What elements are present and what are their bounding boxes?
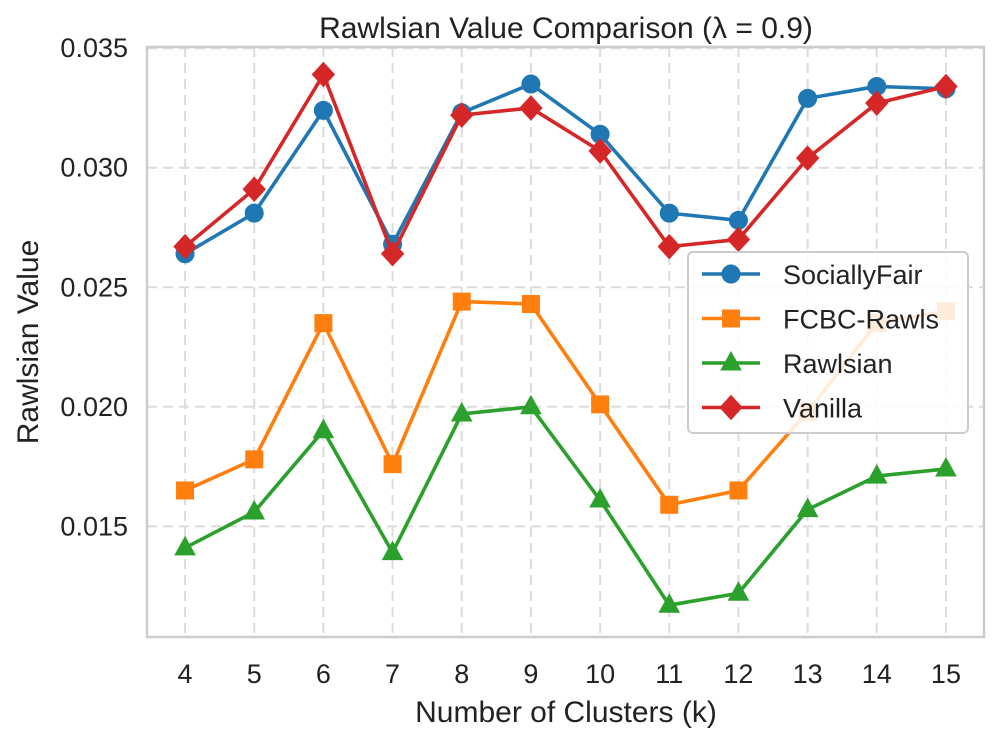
series-vanilla [173,61,958,267]
data-point-rawlsian [450,401,473,422]
data-point-rawlsian [658,593,681,613]
x-axis-label: Number of Clusters (k) [415,696,717,729]
legend-item-vanilla: Vanilla [702,394,863,424]
data-point-rawlsian [312,418,335,439]
y-tick-label: 0.030 [60,153,128,183]
y-tick-label: 0.025 [60,272,128,302]
data-point-rawlsian [865,464,888,484]
legend-item-rawlsian: Rawlsian [702,349,893,379]
x-tick-label: 14 [862,659,892,689]
data-point-vanilla [519,95,543,121]
x-tick-label: 15 [931,659,961,689]
data-point-fcbc-rawls [176,481,195,500]
data-point-rawlsian [935,456,957,477]
data-point-rawlsian [243,499,266,520]
legend-label-fcbc-rawls: FCBC-Rawls [783,305,939,335]
y-tick-label: 0.015 [60,511,128,541]
data-point-vanilla [311,61,336,88]
data-point-rawlsian [520,394,542,415]
data-point-vanilla [173,233,197,260]
data-point-fcbc-rawls [591,395,610,414]
data-point-rawlsian [727,581,750,601]
data-point-vanilla [242,176,266,202]
legend-marker-sociallyfair [721,264,741,284]
data-point-vanilla [588,138,612,164]
legend-marker-fcbc-rawls [722,309,740,328]
x-tick-label: 9 [523,659,538,689]
y-axis-label: Rawlsian Value [12,240,45,445]
y-tick-label: 0.035 [60,33,128,63]
data-point-rawlsian [589,487,611,508]
data-point-vanilla [865,90,889,116]
data-point-fcbc-rawls [383,455,402,474]
legend-marker-vanilla [719,394,743,421]
data-point-vanilla [450,102,474,128]
x-tick-label: 7 [385,659,400,689]
legend-label-rawlsian: Rawlsian [783,349,893,379]
data-point-vanilla [934,73,958,100]
data-point-vanilla [795,145,820,171]
data-point-sociallyfair [659,203,679,223]
legend-label-sociallyfair: SociallyFair [783,260,923,290]
legend-item-fcbc-rawls: FCBC-Rawls [702,305,939,335]
chart-title: Rawlsian Value Comparison (λ = 0.9) [319,12,813,45]
x-tick-label: 13 [793,659,823,689]
series-line-vanilla [183,72,947,256]
x-tick-label: 11 [655,659,683,689]
x-tick-label: 10 [585,659,615,689]
y-tick-label: 0.020 [60,392,128,422]
data-point-rawlsian [381,540,404,561]
x-tick-label: 8 [454,659,469,689]
series-line-rawlsian [184,404,947,608]
data-point-fcbc-rawls [314,314,333,333]
series-rawlsian [174,394,957,613]
data-point-vanilla [380,241,405,267]
data-point-rawlsian [796,497,819,518]
x-tick-label: 12 [723,659,753,689]
data-point-fcbc-rawls [521,294,540,313]
data-point-fcbc-rawls [245,450,264,469]
data-point-fcbc-rawls [452,292,471,311]
ticks-layer: 4 5 6 7 8 9 10 11 12 13 14 15 0.015 0.020 0.025 0.030 0.… [60,33,961,689]
x-tick-label: 4 [178,659,193,689]
series-layer [173,61,958,613]
series-sociallyfair [175,74,956,264]
series-line-sociallyfair [184,82,947,256]
data-point-sociallyfair [313,100,333,120]
data-point-sociallyfair [244,203,264,223]
data-point-sociallyfair [521,74,541,94]
data-point-vanilla [657,233,681,260]
legend-label-vanilla: Vanilla [783,394,863,424]
data-point-fcbc-rawls [660,495,679,514]
x-tick-label: 5 [247,659,262,689]
data-point-sociallyfair [728,210,748,230]
plot-frame [145,45,986,639]
legend: SociallyFair FCBC-Rawls Rawlsian Vanilla [687,251,969,434]
legend-box [687,251,969,434]
data-point-rawlsian [174,535,196,556]
x-tick-label: 6 [316,659,331,689]
legend-marker-rawlsian [720,350,742,371]
legend-item-sociallyfair: SociallyFair [702,260,923,290]
data-point-fcbc-rawls [729,481,748,500]
data-point-sociallyfair [798,88,818,108]
